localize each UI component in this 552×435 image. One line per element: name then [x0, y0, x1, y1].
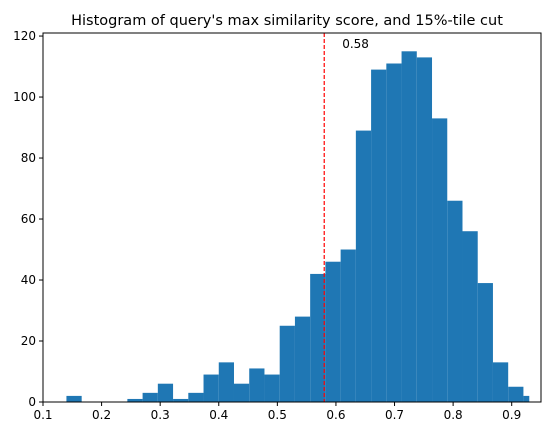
histogram-bar [264, 374, 280, 402]
y-tick-label: 0 [28, 395, 36, 409]
histogram-bar [234, 383, 250, 402]
y-tick-label: 100 [13, 90, 36, 104]
cutoff-layer: 0.58 [323, 33, 369, 402]
histogram-bar [294, 316, 311, 402]
chart-title: Histogram of query's max similarity scor… [71, 13, 503, 29]
x-tick-label: 0.5 [268, 408, 287, 422]
histogram-bar [447, 200, 463, 402]
histogram-bars [66, 51, 530, 403]
histogram-bar [188, 392, 204, 402]
histogram-bar [340, 249, 356, 402]
histogram-bar [477, 283, 493, 402]
histogram-bar [203, 374, 219, 402]
histogram-bar [355, 130, 372, 402]
histogram-bar [416, 57, 433, 403]
histogram-bar [492, 362, 509, 402]
x-axis-ticks: 0.1 0.2 0.3 0.4 0.5 0.6 0.7 0.8 0.9 [33, 402, 521, 422]
y-tick-label: 40 [21, 273, 36, 287]
histogram-bar [325, 261, 341, 402]
histogram-bar [508, 386, 524, 402]
axes-frame [42, 32, 542, 403]
histogram-bar [523, 395, 530, 402]
plot-frame [42, 32, 542, 403]
x-tick-label: 0.7 [385, 408, 404, 422]
histogram-bar [127, 398, 143, 402]
histogram-bar [173, 398, 189, 402]
x-tick-label: 0.2 [92, 408, 111, 422]
y-tick-label: 120 [13, 29, 36, 43]
histogram-bar [386, 63, 402, 402]
x-tick-label: 0.3 [151, 408, 170, 422]
histogram-bar [218, 362, 234, 402]
histogram-bar [310, 273, 326, 402]
x-tick-label: 0.1 [33, 408, 52, 422]
histogram-bar [371, 69, 387, 402]
histogram-bar [462, 231, 478, 402]
x-tick-label: 0.8 [444, 408, 463, 422]
histogram-bar [279, 325, 295, 402]
y-tick-label: 60 [21, 212, 36, 226]
histogram-bar [249, 368, 265, 402]
x-tick-label: 0.6 [326, 408, 345, 422]
y-tick-label: 20 [21, 334, 36, 348]
histogram-bar [432, 118, 448, 402]
x-tick-label: 0.9 [502, 408, 521, 422]
y-tick-label: 80 [21, 151, 36, 165]
histogram-bar [142, 392, 158, 402]
cutoff-label: 0.58 [342, 37, 369, 51]
histogram-bar [401, 51, 417, 403]
x-tick-label: 0.4 [209, 408, 228, 422]
y-axis-ticks: 0 20 40 60 80 100 120 [13, 29, 43, 409]
histogram-bar [66, 395, 82, 402]
histogram-bar [157, 383, 174, 402]
